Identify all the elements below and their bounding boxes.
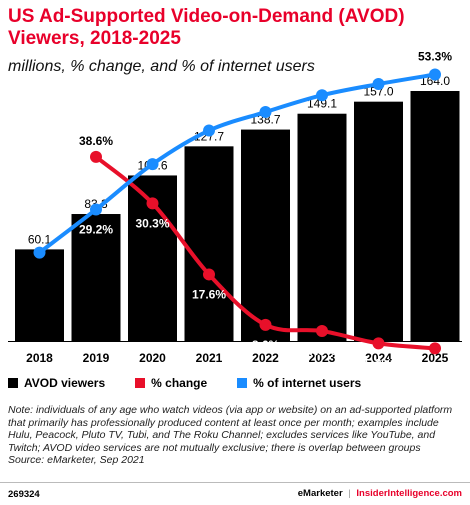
bar [241,129,290,341]
pct-internet-users-value-label: 21.5% [22,263,56,277]
footer-brand: eMarketer | InsiderIntelligence.com [298,488,462,499]
chart-subtitle: millions, % change, and % of internet us… [8,58,315,75]
chart-id: 269324 [8,489,40,500]
pct-change-point [372,337,385,350]
x-tick-label: 2021 [196,351,223,365]
x-tick-label: 2024 [365,351,392,365]
legend-swatch-black [8,378,18,388]
legend-swatch-blue [237,378,248,388]
pct-change-value-label: 17.6% [192,287,226,301]
bar-value-label: 149.1 [307,97,337,111]
pct-internet-users-point [203,124,215,137]
pct-internet-users-value-label: 53.3% [418,50,452,64]
bar-value-label: 157.0 [363,85,393,99]
chart-title: US Ad-Supported Video-on-Demand (AVOD) V… [8,6,405,49]
source-text: Source: eMarketer, Sep 2021 [8,454,145,466]
pct-internet-users-value-label: 37.3% [135,139,169,153]
legend: AVOD viewers % change % of internet user… [8,376,361,390]
pct-internet-users-point [33,246,46,259]
pct-internet-users-value-label: 49.6% [305,70,339,84]
legend-item-pct-change: % change [135,376,207,390]
x-tick-label: 2018 [26,351,53,365]
pct-change-point [429,342,441,355]
pct-change-value-label: 30.3% [135,216,169,230]
pct-internet-users-value-label: 43.3% [192,106,226,120]
x-tick-label: 2019 [83,351,110,365]
legend-label: AVOD viewers [24,376,106,390]
pct-internet-users-point [372,78,385,91]
pct-internet-users-point [259,106,272,119]
bar [184,146,234,341]
pct-internet-users-point [316,89,328,102]
pct-change-value-label: 7.5% [308,344,336,358]
pct-change-point [316,325,328,337]
legend-item-pct-internet-users: % of internet users [237,376,361,390]
bar-value-label: 60.1 [28,232,52,246]
pct-internet-users-point [90,203,102,216]
pct-change-value-label: 5.3% [365,356,393,370]
pct-internet-users-point [429,68,441,81]
x-tick-label: 2020 [139,351,166,365]
bar [15,249,64,341]
pct-change-point [90,150,102,163]
pct-change-value-label: 8.6% [252,338,280,352]
pct-change-point [146,197,159,210]
bar [354,101,403,341]
brand-insider-intelligence: InsiderIntelligence.com [356,488,462,499]
legend-swatch-red [135,378,146,388]
legend-label: % of internet users [253,376,362,390]
chart-svg: 60.183.3108.6127.7138.7149.1157.0164.020… [8,49,462,375]
pct-change-point [259,318,272,331]
legend-label: % change [151,376,208,390]
pct-internet-users-value-label: 29.2% [79,222,113,236]
x-tick-label: 2025 [422,351,449,365]
brand-separator: | [348,488,351,499]
pct-internet-users-value-label: 51.6% [361,59,395,73]
x-tick-label: 2023 [309,351,336,365]
bar [410,91,460,341]
x-tick-label: 2022 [252,351,279,365]
note: Note: individuals of any age who watch v… [8,404,463,467]
legend-item-avod-viewers: AVOD viewers [8,376,105,390]
pct-internet-users-point [146,158,159,171]
pct-change-point [203,268,215,281]
pct-change-value-label: 38.6% [79,134,113,148]
bar [71,214,121,341]
footer: 269324 eMarketer | InsiderIntelligence.c… [0,482,470,505]
note-text: Note: individuals of any age who watch v… [8,404,453,454]
pct-change-value-label: 4.4% [421,361,449,375]
pct-internet-users-value-label: 46.6% [248,87,282,101]
brand-emarketer: eMarketer [297,488,343,499]
bar [297,113,347,342]
